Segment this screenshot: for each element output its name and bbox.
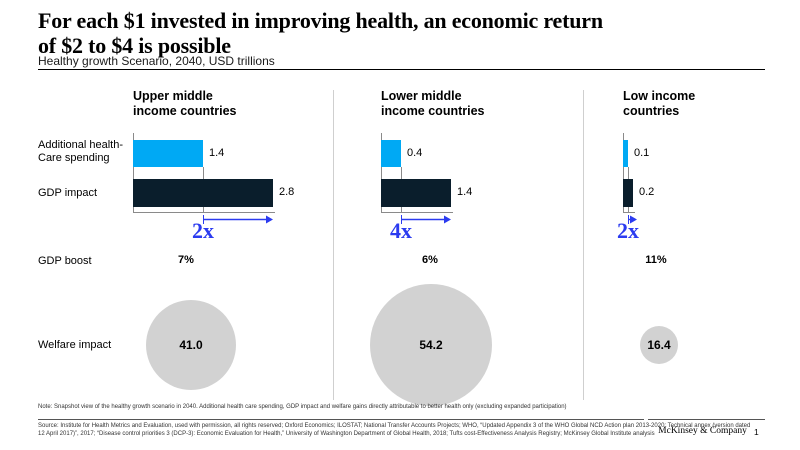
welfare-impact-circle: 54.2 — [370, 284, 492, 406]
gdp-impact-bar — [133, 179, 273, 207]
slide-title-line2: of $2 to $4 is possible — [38, 33, 231, 58]
slide-subtitle: Healthy growth Scenario, 2040, USD trill… — [38, 54, 275, 68]
bar-baseline — [623, 212, 635, 213]
brand-divider-line — [648, 419, 765, 420]
row-label-additional-healthcare-spending: Additional health- Care spending — [38, 139, 124, 164]
healthcare-spending-value: 0.4 — [407, 147, 423, 159]
bar-axis-line — [381, 133, 382, 212]
footnote: Note: Snapshot view of the healthy growt… — [38, 404, 567, 410]
multiplier-arrow — [401, 212, 451, 224]
healthcare-spending-value: 1.4 — [209, 147, 225, 159]
source-line1: Source: Institute for Health Metrics and… — [38, 423, 751, 429]
gdp-impact-bar — [381, 179, 451, 207]
healthcare-spending-bar — [381, 140, 401, 167]
bar-baseline — [381, 212, 453, 213]
header-divider-line — [38, 69, 765, 70]
multiplier-arrow — [628, 212, 637, 224]
row-label-gdp-impact: GDP impact — [38, 187, 98, 199]
slide-title-line1: For each $1 invested in improving health… — [38, 8, 603, 33]
source-line2: 12 April 2017)”, 2017; “Disease control … — [38, 431, 655, 437]
bar-baseline — [133, 212, 275, 213]
slide-title: For each $1 invested in improving health… — [38, 8, 603, 58]
mckinsey-logo: McKinsey & Company — [658, 426, 747, 436]
gdp-impact-bar — [623, 179, 633, 207]
gdp-impact-value: 0.2 — [639, 186, 655, 198]
multiplier-arrow — [203, 212, 273, 224]
healthcare-spending-value: 0.1 — [634, 147, 650, 159]
gdp-impact-value: 1.4 — [457, 186, 473, 198]
welfare-impact-circle: 16.4 — [640, 326, 678, 364]
welfare-impact-circle: 41.0 — [146, 300, 236, 390]
column-header: Low income countries — [623, 89, 696, 118]
gdp-impact-value: 2.8 — [279, 186, 295, 198]
multiplier-label: 4x — [390, 218, 412, 243]
row-label-welfare-impact: Welfare impact — [38, 339, 112, 351]
footer-divider-line — [38, 419, 644, 420]
column-header: Upper middle income countries — [133, 89, 237, 118]
healthcare-spending-bar — [133, 140, 203, 167]
bar-axis-line — [133, 133, 134, 212]
multiplier-label: 2x — [192, 218, 214, 243]
column-divider-line — [583, 90, 584, 400]
column-header: Lower middle income countries — [381, 89, 485, 118]
gdp-boost-value: 11% — [645, 254, 667, 266]
gdp-boost-value: 7% — [178, 254, 194, 266]
row-label-gdp-boost: GDP boost — [38, 255, 92, 267]
multiplier-label: 2x — [617, 218, 639, 243]
healthcare-spending-bar — [623, 140, 628, 167]
bar-axis-line — [623, 133, 624, 212]
column-divider-line — [333, 90, 334, 400]
gdp-boost-value: 6% — [422, 254, 438, 266]
page-number: 1 — [754, 427, 759, 437]
